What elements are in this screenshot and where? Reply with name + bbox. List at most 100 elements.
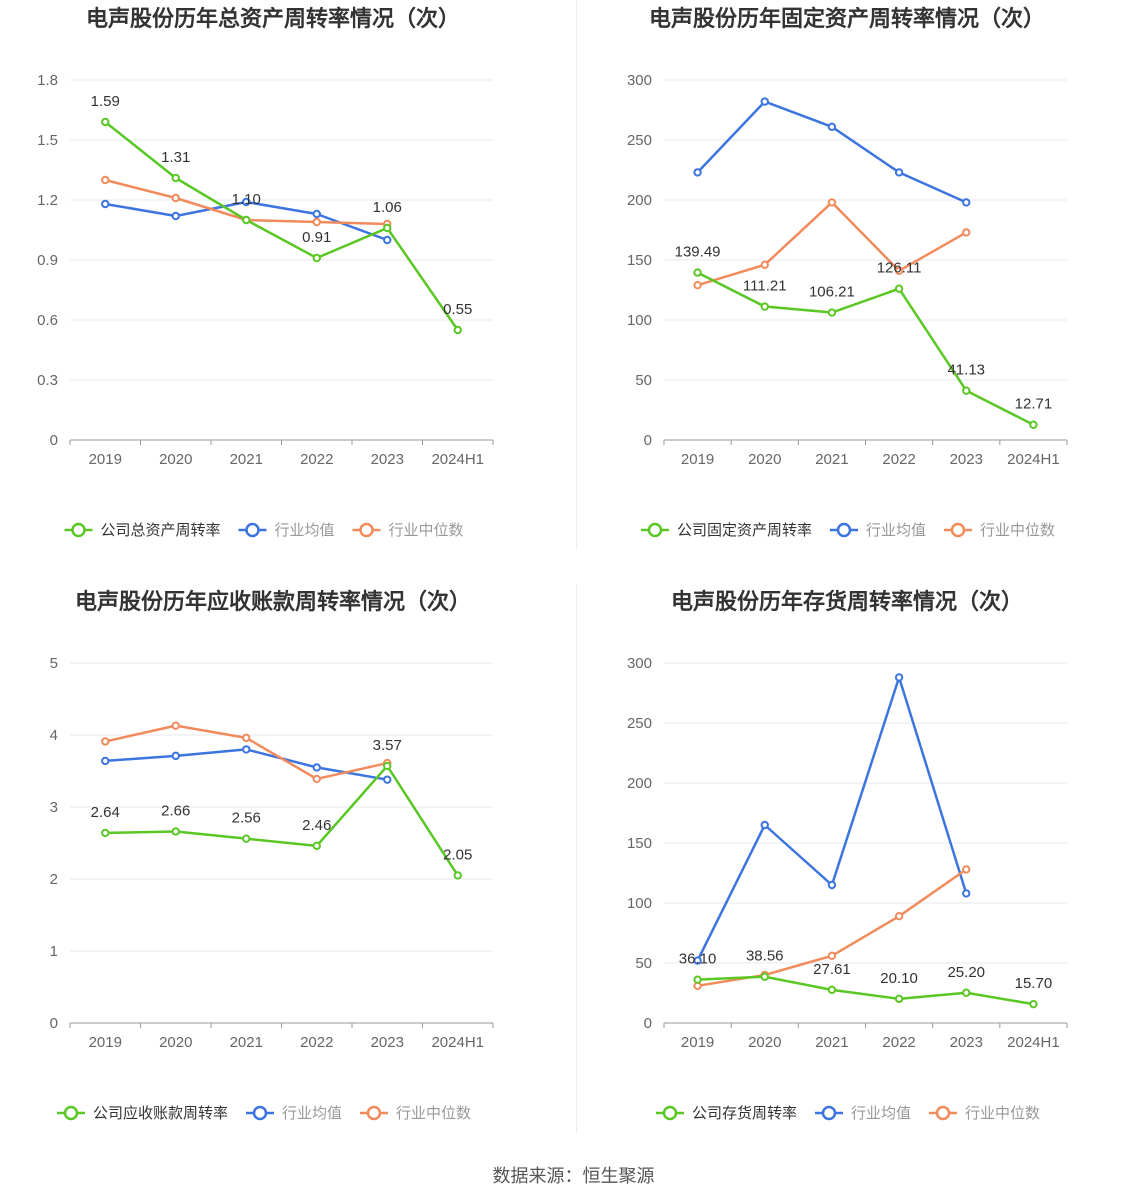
y-tick-label: 0.6 xyxy=(37,312,58,329)
company-data-point xyxy=(101,117,110,127)
legend-item: 公司固定资产周转率 xyxy=(641,522,812,539)
data-label: 126.11 xyxy=(877,260,922,277)
data-label: 1.31 xyxy=(161,149,190,166)
legend-label: 公司应收账款周转率 xyxy=(93,1104,228,1122)
company-data-point xyxy=(760,972,769,981)
industry_avg-series-line xyxy=(696,100,967,204)
industry_median-data-point xyxy=(827,951,837,960)
circle-marker-legend-icon xyxy=(821,1105,837,1121)
industry_avg-data-point xyxy=(962,889,971,898)
circle-marker-legend-icon xyxy=(836,522,852,538)
chart-panel-inventory-turnover: 电声股份历年存货周转率情况（次） 0 50 100 150 200 250 300 2019 20… xyxy=(574,583,1147,1166)
data-label: 139.49 xyxy=(675,244,721,261)
company-data-point xyxy=(171,173,180,183)
y-tick-label: 250 xyxy=(627,715,652,732)
industry_median-data-point xyxy=(312,217,321,227)
legend-label: 公司固定资产周转率 xyxy=(677,522,812,539)
legend-item: 公司应收账款周转率 xyxy=(57,1104,228,1122)
legend-item: 公司总资产周转率 xyxy=(64,522,221,539)
x-tick-label: 2023 xyxy=(371,1034,404,1051)
y-tick-label: 150 xyxy=(627,835,652,852)
industry_avg-data-point xyxy=(693,168,702,177)
data-label: 1.59 xyxy=(91,93,120,110)
x-tick-label: 2022 xyxy=(882,451,915,468)
company-data-point xyxy=(171,827,180,836)
industry_median-data-point xyxy=(101,737,110,746)
y-tick-label: 100 xyxy=(627,895,652,912)
x-tick-label: 2022 xyxy=(300,1034,333,1051)
industry_avg-data-point xyxy=(312,763,321,772)
circle-marker-legend-icon xyxy=(252,1105,268,1121)
x-tick-label: 2023 xyxy=(950,1034,983,1051)
legend-label: 行业中位数 xyxy=(389,522,464,539)
industry_avg-data-point xyxy=(693,956,702,965)
chart-panel-total-asset-turnover: 电声股份历年总资产周转率情况（次） 0 0.3 0.6 0.9 1.2 1.5 1.8 2019… xyxy=(0,0,573,583)
company-series-line xyxy=(697,975,1034,1006)
industry_avg-data-point xyxy=(101,756,110,766)
data-label: 1.10 xyxy=(232,191,261,208)
legend-item: 行业中位数 xyxy=(352,522,464,539)
x-tick-label: 2024H1 xyxy=(431,451,484,468)
y-tick-label: 50 xyxy=(635,955,652,972)
circle-marker-legend-icon xyxy=(935,1105,951,1121)
x-tick-label: 2021 xyxy=(815,451,848,468)
y-tick-label: 300 xyxy=(627,655,652,672)
data-label: 2.46 xyxy=(302,817,331,834)
industry_median-data-point xyxy=(894,266,904,275)
legend-label: 行业均值 xyxy=(866,522,926,539)
legend-item: 行业中位数 xyxy=(360,1105,471,1122)
x-tick-label: 2019 xyxy=(89,451,122,468)
legend-item: 行业均值 xyxy=(238,522,335,539)
x-tick-label: 2024H1 xyxy=(431,1034,484,1051)
chart-panel-receivables-turnover: 电声股份历年应收账款周转率情况（次） 0 1 2 3 4 5 2019 2020 2021 2022… xyxy=(0,583,573,1166)
data-label: 1.06 xyxy=(373,199,402,216)
company-data-point xyxy=(1029,999,1038,1009)
industry_avg-series-line xyxy=(105,748,388,781)
y-tick-label: 0 xyxy=(644,1015,652,1032)
industry_avg-data-point xyxy=(383,775,392,784)
x-tick-label: 2019 xyxy=(681,451,714,468)
data-label: 41.13 xyxy=(947,362,985,379)
chart-title: 电声股份历年存货周转率情况（次） xyxy=(671,589,1023,614)
industry_median-data-point xyxy=(171,193,180,203)
y-tick-label: 0.3 xyxy=(37,372,58,389)
company-data-point xyxy=(760,302,769,311)
data-label: 12.71 xyxy=(1015,396,1053,413)
legend-label: 行业均值 xyxy=(275,522,335,539)
y-tick-label: 2 xyxy=(50,871,58,888)
company-data-point xyxy=(894,994,904,1004)
chart-inventory-turnover: 电声股份历年存货周转率情况（次） 0 50 100 150 200 250 300 2019 20… xyxy=(627,589,1068,1122)
y-tick-label: 0 xyxy=(50,1015,58,1032)
y-tick-label: 0.9 xyxy=(37,252,58,269)
data-label: 27.61 xyxy=(813,961,851,978)
industry_median-data-point xyxy=(894,912,904,921)
industry_median-data-point xyxy=(242,733,251,743)
company-data-point xyxy=(1029,420,1038,429)
industry_avg-data-point xyxy=(242,197,251,207)
circle-marker-legend-icon xyxy=(950,522,966,538)
company-data-point xyxy=(312,841,321,851)
panel-divider-top xyxy=(576,0,577,550)
circle-marker-legend-icon xyxy=(366,1105,382,1121)
data-source-note: 数据来源：恒生聚源 xyxy=(492,1166,655,1186)
x-tick-label: 2021 xyxy=(815,1034,848,1051)
y-tick-label: 250 xyxy=(627,132,652,149)
data-label: 2.05 xyxy=(443,846,472,863)
chart-total-asset-turnover: 电声股份历年总资产周转率情况（次） 0 0.3 0.6 0.9 1.2 1.5 1.8 2019… xyxy=(37,6,494,539)
data-label: 2.56 xyxy=(232,810,261,827)
y-tick-label: 3 xyxy=(50,799,58,816)
industry_avg-data-point xyxy=(894,673,904,682)
x-tick-label: 2020 xyxy=(748,451,781,468)
industry_avg-data-point xyxy=(962,198,971,207)
y-tick-label: 200 xyxy=(627,192,652,209)
company-data-point xyxy=(693,268,702,277)
x-tick-label: 2023 xyxy=(371,451,404,468)
y-tick-label: 150 xyxy=(627,252,652,269)
x-tick-label: 2020 xyxy=(159,1034,192,1051)
data-label: 111.21 xyxy=(743,278,787,295)
legend-label: 行业中位数 xyxy=(965,1105,1040,1122)
chart-fixed-asset-turnover: 电声股份历年固定资产周转率情况（次） 0 50 100 150 200 250 300 2019… xyxy=(627,6,1068,539)
y-tick-label: 1.5 xyxy=(37,132,58,149)
x-tick-label: 2024H1 xyxy=(1007,451,1060,468)
data-label: 15.70 xyxy=(1015,975,1053,992)
